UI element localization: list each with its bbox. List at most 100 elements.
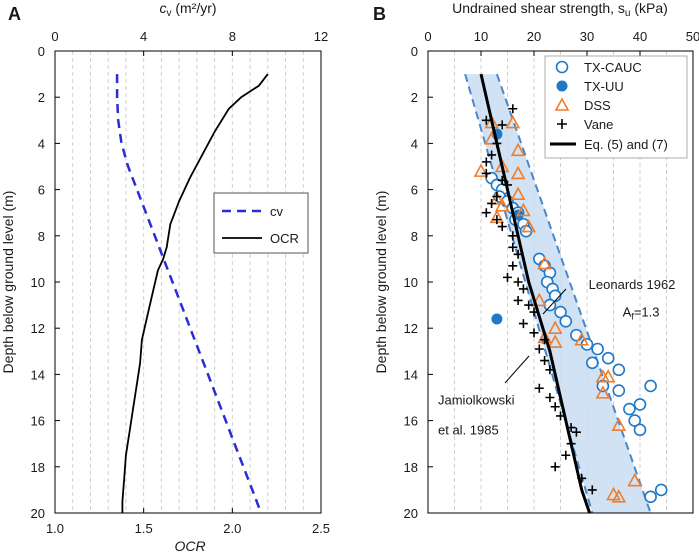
dss-point bbox=[484, 114, 499, 129]
y-tick-label: 0 bbox=[411, 44, 418, 59]
vane-point bbox=[534, 383, 544, 393]
dss-point bbox=[537, 255, 552, 270]
vane-point bbox=[518, 319, 528, 329]
panel-a-plot bbox=[115, 73, 269, 514]
top-tick-label: 8 bbox=[229, 29, 236, 44]
txcauc-point bbox=[644, 379, 657, 393]
panel-b-y-axis-label: Depth below ground level (m) bbox=[373, 191, 389, 374]
panel-a-label: A bbox=[8, 4, 21, 24]
bottom-tick-label: 2.0 bbox=[223, 521, 241, 536]
legend-dss-marker bbox=[554, 97, 570, 111]
dss-point bbox=[494, 198, 510, 212]
vane-point bbox=[518, 284, 528, 294]
panel-a-legend: cv OCR bbox=[213, 192, 309, 254]
vane-point bbox=[508, 231, 518, 241]
txcauc-point bbox=[654, 483, 668, 497]
panel-b-label: B bbox=[373, 4, 386, 24]
legend-vane-marker bbox=[557, 119, 567, 129]
legend-txcauc-marker bbox=[555, 60, 569, 74]
cv-series-line bbox=[115, 74, 263, 514]
txcauc-point bbox=[585, 356, 599, 370]
y-tick-label: 14 bbox=[404, 367, 418, 382]
vane-point bbox=[492, 215, 502, 225]
txcauc-point bbox=[633, 398, 647, 411]
y-tick-label: 12 bbox=[31, 321, 45, 336]
x-tick-label: 0 bbox=[424, 29, 431, 44]
vane-point bbox=[540, 356, 550, 366]
vane-point bbox=[534, 344, 544, 354]
annotation-jamiolkowski: Jamiolkowski bbox=[438, 392, 515, 407]
panel-a-grid bbox=[54, 51, 322, 513]
legend-txuu-label: TX-UU bbox=[584, 79, 624, 94]
bottom-tick-label: 1.5 bbox=[135, 521, 153, 536]
y-tick-label: 16 bbox=[31, 414, 45, 429]
y-tick-label: 4 bbox=[38, 136, 45, 151]
vane-point bbox=[497, 222, 507, 232]
annotation-af: Af=1.3 bbox=[623, 305, 660, 322]
ocr-series-line bbox=[121, 73, 269, 513]
dss-point bbox=[547, 334, 563, 348]
leonards-leader-line bbox=[542, 288, 567, 315]
dss-point bbox=[489, 191, 505, 205]
vane-point bbox=[503, 272, 512, 282]
y-tick-label: 6 bbox=[411, 183, 418, 198]
y-tick-label: 18 bbox=[404, 460, 418, 475]
x-tick-label: 30 bbox=[580, 29, 594, 44]
x-tick-label: 10 bbox=[474, 29, 488, 44]
dss-point bbox=[595, 385, 611, 399]
panel-b-ticks: 0 2 4 6 8 10 12 14 16 18 20 0 10 20 30 40 50 bbox=[404, 29, 699, 521]
y-tick-label: 10 bbox=[404, 275, 418, 290]
vane-point bbox=[561, 450, 571, 460]
dss-point bbox=[574, 332, 590, 346]
x-tick-label: 40 bbox=[633, 29, 647, 44]
top-tick-label: 0 bbox=[51, 29, 58, 44]
legend-txcauc-label: TX-CAUC bbox=[584, 60, 642, 75]
y-tick-label: 0 bbox=[38, 44, 45, 59]
vane-point bbox=[571, 427, 581, 437]
panel-b-annotations: Leonards 1962 Af=1.3 Jamiolkowski et al.… bbox=[438, 277, 675, 438]
txcauc-point bbox=[554, 305, 567, 319]
panel-b-x-axis-label: Undrained shear strength, su (kPa) bbox=[452, 0, 668, 19]
dss-point bbox=[505, 114, 521, 129]
jamiolkowski-leader-line bbox=[504, 355, 530, 384]
vane-point bbox=[481, 157, 491, 167]
vane-point bbox=[513, 277, 523, 287]
vane-point bbox=[481, 208, 491, 218]
txcauc-point bbox=[644, 490, 657, 504]
txcauc-point bbox=[612, 384, 626, 397]
annotation-leonards: Leonards 1962 bbox=[589, 277, 676, 292]
panel-a-ticks: 0 2 4 6 8 10 12 14 16 18 20 0 4 8 12 1.0 1.5 2.0 2.5 bbox=[31, 29, 331, 536]
dss-point bbox=[521, 218, 537, 233]
txuu-point bbox=[491, 313, 503, 325]
y-tick-label: 2 bbox=[38, 90, 45, 105]
x-tick-label: 20 bbox=[527, 29, 541, 44]
y-tick-label: 8 bbox=[38, 229, 45, 244]
dss-point bbox=[611, 489, 627, 503]
y-tick-label: 4 bbox=[411, 136, 418, 151]
bottom-tick-label: 2.5 bbox=[312, 521, 330, 536]
txcauc-point bbox=[623, 402, 636, 416]
y-tick-label: 10 bbox=[31, 275, 45, 290]
panel-a-bottom-axis-label: OCR bbox=[174, 538, 205, 554]
txcauc-point bbox=[591, 342, 604, 356]
vane-point bbox=[481, 115, 491, 125]
y-tick-label: 18 bbox=[31, 460, 45, 475]
dss-point bbox=[627, 472, 643, 487]
eq-5-7-line bbox=[479, 73, 592, 514]
txcauc-point bbox=[612, 363, 626, 377]
y-tick-label: 8 bbox=[411, 229, 418, 244]
y-tick-label: 12 bbox=[404, 321, 418, 336]
txcauc-point bbox=[628, 414, 642, 427]
vane-point bbox=[508, 104, 518, 114]
bottom-tick-label: 1.0 bbox=[46, 521, 64, 536]
legend-dss-label: DSS bbox=[584, 98, 611, 113]
dss-point bbox=[510, 165, 526, 180]
top-tick-label: 12 bbox=[314, 29, 328, 44]
panel-b-legend: TX-CAUC TX-UU DSS Vane Eq. (5) and (7) bbox=[544, 55, 688, 159]
y-tick-label: 20 bbox=[31, 506, 45, 521]
vane-point bbox=[524, 300, 534, 310]
dss-point bbox=[547, 320, 563, 334]
vane-point bbox=[481, 168, 491, 178]
dss-point bbox=[473, 163, 489, 177]
